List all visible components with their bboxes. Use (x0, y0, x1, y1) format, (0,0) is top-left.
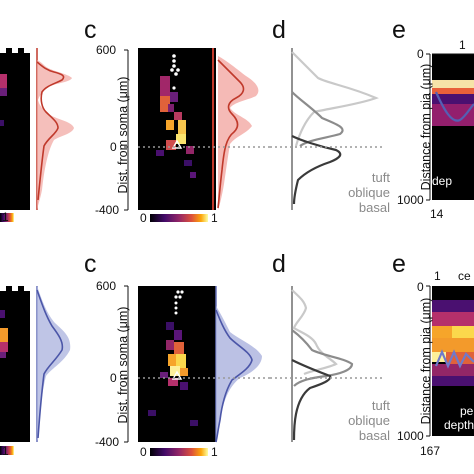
row1-c-colorbar-max: 1 (211, 211, 218, 225)
row1-c-colorbar-min: 0 (140, 211, 147, 225)
row2-c-ylabel: Dist. from soma (μm) (116, 306, 130, 424)
row2-d-lines (270, 286, 385, 442)
row2-panel-e-letter: e (392, 250, 406, 278)
row2-left-colorbar-max: 1 (2, 444, 9, 458)
row2-left-density (36, 286, 71, 442)
row1-left-heatmap (0, 48, 30, 210)
row1-panel-c-letter: c (84, 16, 97, 44)
row2-c-density (138, 286, 270, 443)
row1-e-overlay: dep (432, 174, 453, 188)
row2-e-bottom-label: 167 (420, 444, 441, 458)
row2-left-heatmap (0, 286, 30, 442)
row1-c-tick-zero: 0 (110, 140, 117, 154)
row2-c-colorbar (150, 448, 208, 456)
row1-c-tick-top: 600 (96, 43, 117, 57)
row1-e-heatmap (432, 53, 474, 200)
row2-e-ylabel: Distance from pia (μm) (419, 297, 433, 425)
row1-left-density (36, 48, 74, 210)
row1-c-tick-bottom: -400 (95, 203, 120, 217)
row2-c-colorbar-min: 0 (140, 445, 147, 459)
row2-e-tick-1000: 1000 (397, 429, 424, 443)
legend-tuft: tuft (371, 170, 390, 185)
row2-panel-c-letter: c (84, 250, 97, 278)
row2-e-tick-0: 0 (417, 280, 424, 294)
row1-e-ylabel: Distance from pia (μm) (419, 63, 433, 191)
row2-d-legend: tuft oblique basal (310, 398, 390, 443)
row2-c-tick-zero: 0 (110, 371, 117, 385)
row2-e-heatmap (432, 286, 474, 436)
row2-c-colorbar-max: 1 (211, 445, 218, 459)
row1-e-axis (426, 53, 431, 201)
legend-tuft: tuft (371, 398, 390, 413)
legend-basal: basal (358, 200, 390, 215)
row2-c-heatmap (138, 286, 216, 442)
row1-c-colorbar (150, 214, 208, 222)
row1-e-tick-0: 0 (417, 47, 424, 61)
row1-e-top-tick: 1 (459, 38, 466, 52)
row2-c-tick-bottom: -400 (95, 435, 120, 449)
row1-e-tick-1000: 1000 (397, 193, 424, 207)
row1-e-bottom-label: 14 (430, 207, 444, 221)
row2-panel-d-letter: d (272, 250, 286, 278)
row1-left-colorbar-max: 1 (2, 210, 9, 224)
row2-c-tick-top: 600 (96, 279, 117, 293)
legend-oblique: oblique (348, 185, 390, 200)
row1-c-density (138, 56, 270, 210)
legend-oblique: oblique (348, 413, 390, 428)
row2-c-axis (124, 285, 129, 443)
row2-e-overlay-2: depth (444, 418, 474, 432)
row2-e-axis (426, 285, 431, 437)
row1-d-lines (270, 48, 385, 210)
row1-left-colorbar (0, 213, 14, 222)
row1-c-axis (124, 49, 129, 211)
row2-e-top-extra: ce (458, 269, 471, 283)
row1-c-heatmap (138, 48, 216, 210)
row2-left-colorbar (0, 446, 14, 455)
row2-e-top-tick: 1 (434, 269, 441, 283)
row1-panel-d-letter: d (272, 16, 286, 44)
row1-d-legend: tuft oblique basal (310, 170, 390, 215)
row1-c-ylabel: Dist. from soma (μm) (116, 76, 130, 194)
row2-e-overlay-1: pe (460, 404, 474, 418)
row1-panel-e-letter: e (392, 16, 406, 44)
legend-basal: basal (358, 428, 390, 443)
